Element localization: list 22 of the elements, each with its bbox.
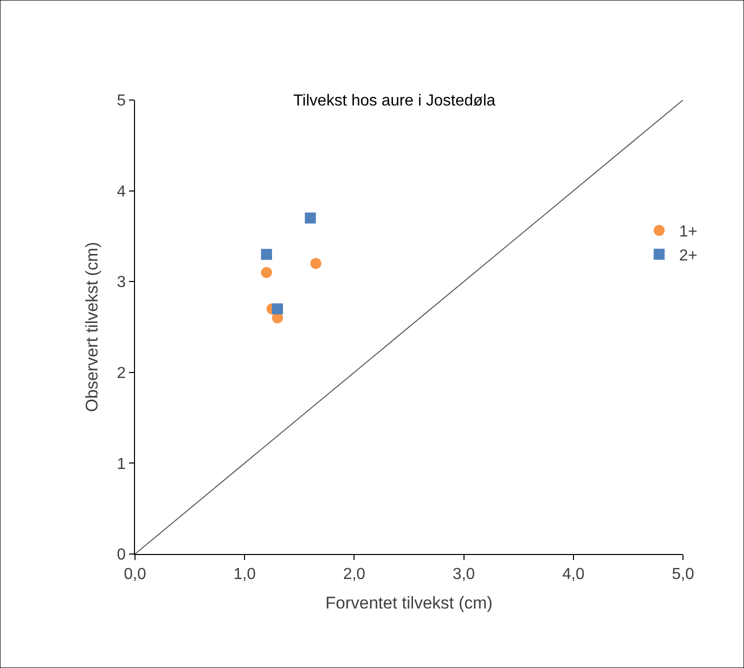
x-tick-label: 5,0 — [672, 566, 694, 584]
x-axis-title: Forventet tilvekst (cm) — [325, 594, 493, 613]
y-axis-title: Observert tilvekst (cm) — [82, 242, 102, 412]
y-tick-label: 1 — [116, 456, 126, 473]
y-tick-label: 2 — [116, 365, 126, 382]
y-tick-label: 5 — [116, 92, 126, 110]
chart-title: Tilvekst hos aure i Jostedøla — [293, 92, 496, 110]
legend-label: 2+ — [679, 247, 698, 264]
x-tick-label: 3,0 — [452, 566, 476, 584]
x-tick-label: 2,0 — [343, 566, 366, 584]
point — [261, 267, 272, 278]
point — [310, 258, 322, 269]
point — [272, 303, 283, 314]
point — [261, 248, 272, 260]
y-tick-label: 4 — [116, 183, 126, 200]
y-tick-label: 0 — [116, 546, 126, 564]
x-tick-label: 4,0 — [562, 566, 585, 584]
x-tick-label: 0,0 — [124, 566, 146, 584]
y-tick-label: 3 — [116, 274, 126, 292]
point — [304, 212, 316, 224]
legend-label: 1+ — [679, 224, 698, 241]
x-tick-label: 1,0 — [233, 566, 256, 584]
